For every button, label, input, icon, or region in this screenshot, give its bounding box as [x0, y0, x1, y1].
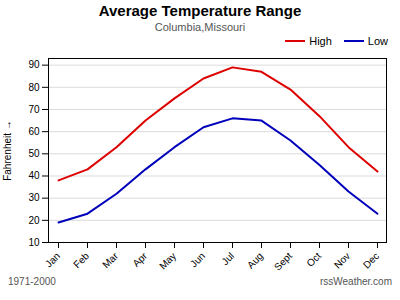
html-text:Columbia,Missouri: Columbia,Missouri [154, 21, 246, 33]
svg-text:50: 50 [28, 148, 40, 159]
svg-text:20: 20 [28, 215, 40, 226]
svg-text:10: 10 [28, 237, 40, 248]
svg-text:80: 80 [28, 82, 40, 93]
svg-text:60: 60 [28, 126, 40, 137]
svg-text:May: May [157, 250, 178, 271]
html-text:1971-2000: 1971-2000 [8, 276, 56, 287]
svg-text:Sept: Sept [272, 250, 294, 272]
svg-text:Dec: Dec [361, 250, 381, 270]
svg-text:Jan: Jan [43, 250, 62, 269]
svg-text:Apr: Apr [130, 250, 149, 269]
html-text:rssWeather.com: rssWeather.com [319, 276, 392, 287]
svg-text:Mar: Mar [100, 250, 120, 270]
html-text:High: High [309, 35, 332, 47]
svg-text:Oct: Oct [304, 250, 323, 269]
svg-text:Jul: Jul [219, 250, 236, 267]
svg-text:Aug: Aug [245, 250, 265, 270]
svg-text:Jun: Jun [188, 250, 207, 269]
html-text:Low: Low [367, 35, 388, 47]
svg-text:40: 40 [28, 170, 40, 181]
svg-text:Fahrenheit →: Fahrenheit → [2, 120, 13, 181]
svg-text:90: 90 [28, 59, 40, 70]
svg-text:Feb: Feb [71, 250, 91, 270]
svg-text:30: 30 [28, 192, 40, 203]
svg-text:Nov: Nov [332, 250, 352, 270]
svg-text:70: 70 [28, 104, 40, 115]
html-text:Average Temperature Range: Average Temperature Range [98, 2, 302, 19]
